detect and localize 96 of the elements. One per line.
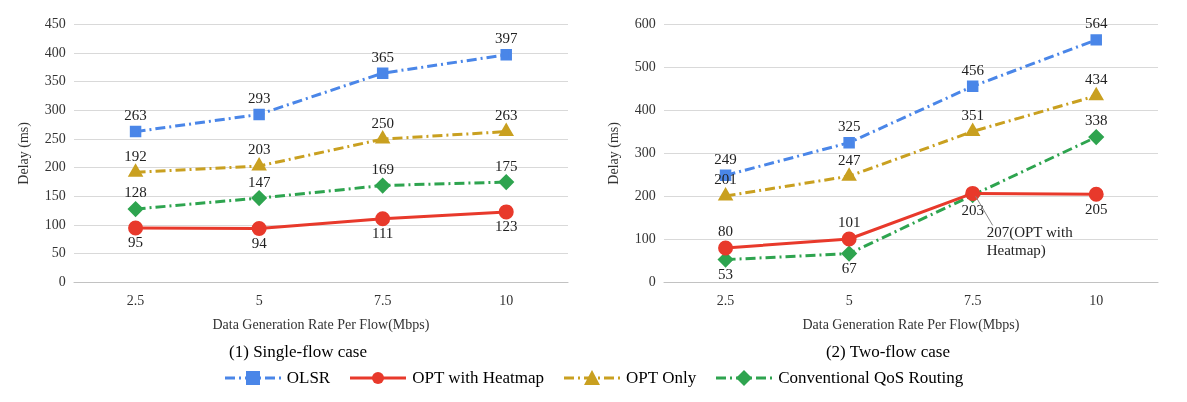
y-tick-label: 250 [44,130,66,146]
y-tick-label: 500 [634,59,656,75]
point [376,67,389,79]
point [498,174,514,190]
legend-label: Conventional QoS Routing [778,368,964,388]
y-tick-label: 350 [44,73,66,89]
y-tick-label: 600 [634,16,656,32]
y-tick-label: 100 [44,216,66,232]
point [498,204,514,220]
point [718,240,734,256]
x-tick-label: 2.5 [716,293,735,309]
point [965,123,980,136]
point [500,49,512,61]
y-tick-label: 300 [634,145,656,161]
data-label: 80 [718,223,734,240]
y-tick-label: 400 [44,44,66,60]
data-label: 293 [247,89,271,106]
x-axis-title: Data Generation Rate Per Flow(Mbps) [802,317,1020,334]
x-tick-label: 2.5 [126,293,145,309]
y-axis-title: Delay (ms) [606,121,623,185]
data-label: 249 [714,150,737,167]
data-label: 247 [837,151,861,168]
x-tick-label: 7.5 [373,293,392,309]
data-label: 263 [124,107,147,124]
x-axis-title: Data Generation Rate Per Flow(Mbps) [212,317,430,334]
data-label: 123 [494,218,518,235]
y-tick-label: 0 [58,274,66,290]
point [375,178,391,194]
x-tick-label: 10 [499,293,514,309]
point [1089,88,1103,101]
point [251,221,267,237]
point [1088,186,1104,202]
y-axis-title: Delay (ms) [16,121,33,185]
data-label: 250 [371,114,394,131]
y-tick-label: 300 [44,102,66,118]
text: (1) Single-flow case [229,342,367,362]
y-tick-label: 50 [51,245,66,261]
point [375,131,390,144]
point [966,80,979,93]
x-tick-label: 10 [1089,293,1104,309]
point [128,164,143,177]
point [843,136,855,149]
point [718,188,733,201]
y-tick-label: 200 [44,159,66,175]
data-label: 263 [494,107,518,124]
data-label: 53 [718,266,734,283]
data-label: 434 [1084,71,1108,88]
data-label: 201 [714,171,737,188]
data-label: 564 [1084,15,1108,32]
legend-label: OLSR [286,368,331,388]
point [1088,129,1104,145]
point [1090,34,1102,46]
legend-label: OPT Only [626,368,697,388]
annotation: 207(OPT with Heatmap) [986,223,1074,259]
point [841,246,857,262]
data-label: 205 [1084,200,1108,217]
data-label: 128 [124,184,147,201]
data-label: 95 [128,234,144,251]
data-label: 338 [1084,112,1108,129]
data-label: 365 [371,48,394,65]
point [129,125,142,138]
y-tick-label: 100 [634,231,656,247]
point [842,168,856,181]
point [375,211,391,227]
y-tick-label: 150 [44,188,66,204]
point [718,252,734,268]
data-label: 203 [247,141,271,158]
point [128,220,144,236]
data-label: 456 [961,61,985,78]
point [841,231,857,247]
data-label: 169 [371,160,394,177]
point [252,158,266,171]
point [251,190,267,206]
point [253,108,265,121]
data-label: 147 [247,173,271,190]
point [128,201,144,217]
x-tick-label: 7.5 [963,293,982,309]
data-label: 101 [837,214,861,231]
y-tick-label: 400 [634,102,656,118]
data-label: 397 [494,30,518,47]
data-label: 175 [494,157,518,174]
data-label: 203 [961,201,984,218]
data-label: 325 [837,118,861,135]
data-label: 111 [371,225,394,242]
data-label: 67 [841,260,858,277]
y-tick-label: 450 [44,16,66,32]
data-label: 192 [124,147,147,164]
data-label: 351 [961,106,984,123]
text: (2) Two-flow case [825,342,951,362]
data-label: 94 [251,234,268,251]
x-tick-label: 5 [845,293,853,309]
legend-label: OPT with Heatmap [412,368,545,388]
y-tick-label: 200 [634,188,656,204]
point [499,124,513,137]
y-tick-label: 0 [648,274,656,290]
x-tick-label: 5 [255,293,263,309]
